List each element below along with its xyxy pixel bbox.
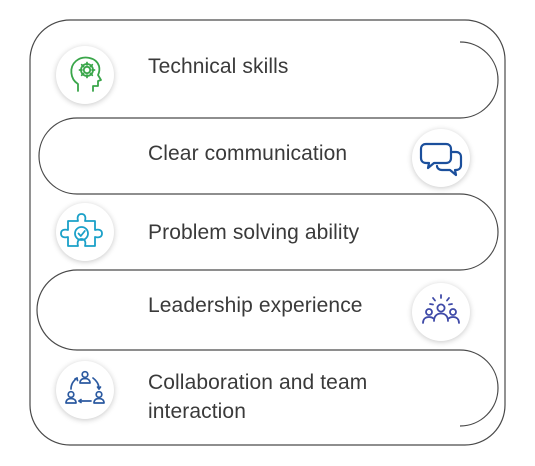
badge-clear-communication [412, 129, 470, 187]
badge-collaboration [56, 361, 114, 419]
label-collaboration: Collaboration and team interaction [148, 371, 368, 423]
label-problem-solving: Problem solving ability [148, 221, 360, 244]
badge-technical-skills [56, 46, 114, 104]
label-technical-skills: Technical skills [148, 55, 289, 78]
label-leadership: Leadership experience [148, 294, 363, 317]
gear-head-icon [70, 56, 102, 92]
chat-bubbles-icon [419, 142, 463, 177]
label-clear-communication: Clear communication [148, 142, 348, 165]
badge-leadership [412, 283, 470, 341]
badge-problem-solving [56, 203, 114, 261]
collaboration-cycle-icon [65, 370, 105, 404]
team-leader-icon [422, 294, 460, 324]
puzzle-check-icon [60, 213, 103, 247]
